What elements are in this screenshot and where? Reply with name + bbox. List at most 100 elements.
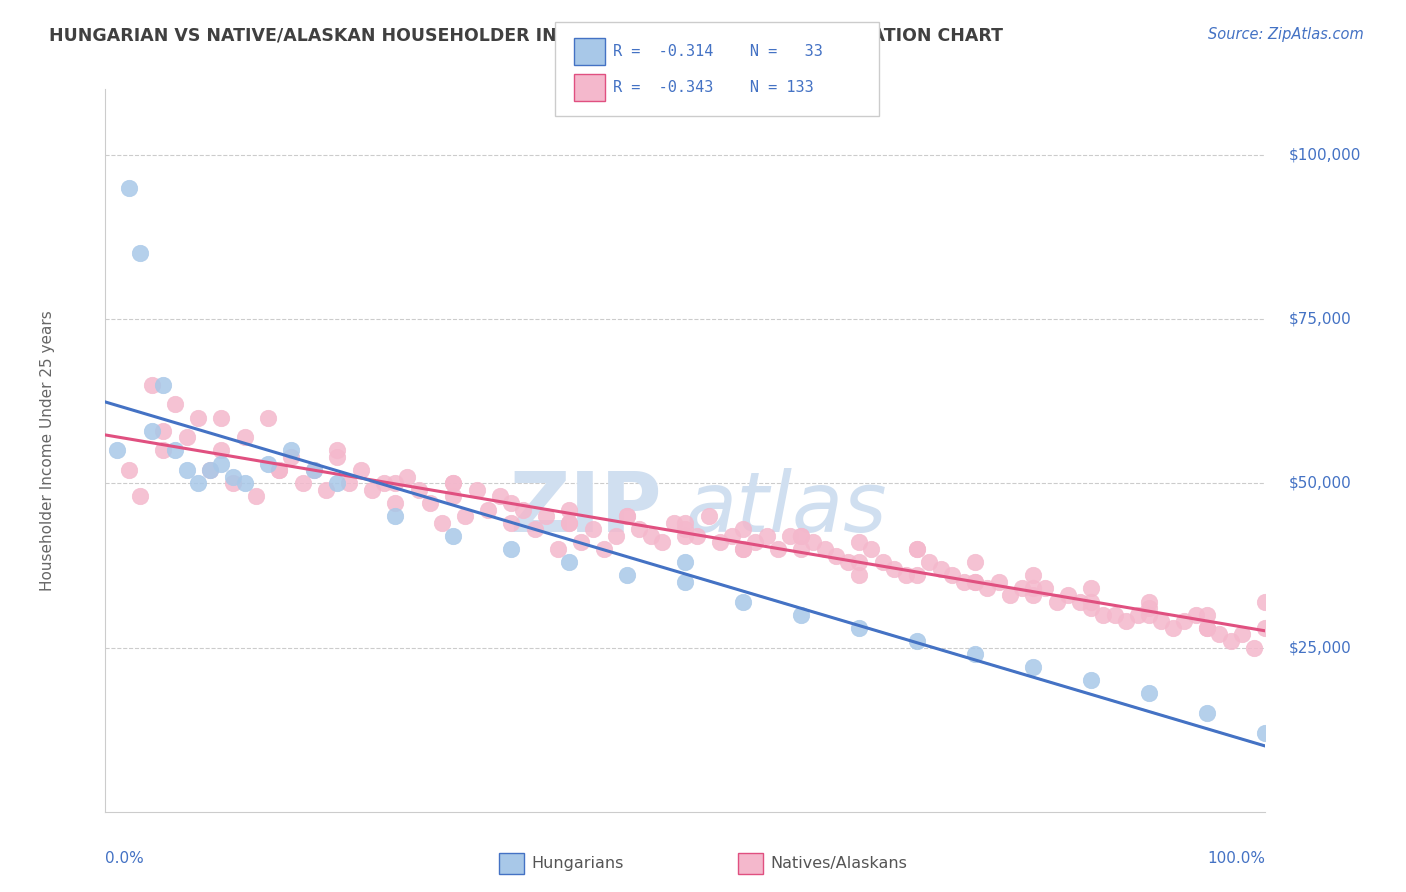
Point bbox=[396, 469, 419, 483]
Point bbox=[222, 469, 245, 483]
Point bbox=[883, 562, 905, 576]
Text: 0.0%: 0.0% bbox=[105, 852, 145, 866]
Point bbox=[558, 516, 581, 530]
Point bbox=[675, 529, 697, 543]
Text: Hungarians: Hungarians bbox=[531, 856, 624, 871]
Point bbox=[768, 541, 790, 556]
Point bbox=[361, 483, 384, 497]
Point bbox=[848, 555, 870, 569]
Point bbox=[326, 443, 349, 458]
Point bbox=[1197, 706, 1219, 721]
Point bbox=[547, 541, 569, 556]
Point bbox=[965, 555, 987, 569]
Text: $50,000: $50,000 bbox=[1289, 475, 1351, 491]
Point bbox=[129, 490, 152, 504]
Point bbox=[953, 574, 976, 589]
Point bbox=[245, 490, 267, 504]
Point bbox=[1232, 627, 1254, 641]
Point bbox=[534, 509, 557, 524]
Point bbox=[941, 568, 963, 582]
Point bbox=[384, 509, 406, 524]
Point bbox=[965, 647, 987, 661]
Point bbox=[1173, 614, 1195, 628]
Point bbox=[965, 574, 987, 589]
Point bbox=[686, 529, 709, 543]
Point bbox=[118, 463, 141, 477]
Point bbox=[675, 574, 697, 589]
Point bbox=[1022, 568, 1045, 582]
Point bbox=[141, 424, 163, 438]
Point bbox=[129, 246, 152, 260]
Point bbox=[1243, 640, 1265, 655]
Point bbox=[187, 476, 209, 491]
Point bbox=[1092, 607, 1115, 622]
Point bbox=[477, 502, 499, 516]
Point bbox=[709, 535, 731, 549]
Point bbox=[233, 476, 256, 491]
Point bbox=[593, 541, 616, 556]
Point bbox=[1046, 594, 1069, 608]
Point bbox=[1022, 582, 1045, 596]
Point bbox=[744, 535, 766, 549]
Text: 100.0%: 100.0% bbox=[1208, 852, 1265, 866]
Text: R =  -0.343    N = 133: R = -0.343 N = 133 bbox=[613, 80, 814, 95]
Point bbox=[558, 502, 581, 516]
Text: Natives/Alaskans: Natives/Alaskans bbox=[770, 856, 907, 871]
Point bbox=[326, 450, 349, 464]
Point bbox=[918, 555, 941, 569]
Point bbox=[1080, 582, 1102, 596]
Point bbox=[1022, 660, 1045, 674]
Point bbox=[733, 541, 755, 556]
Point bbox=[118, 180, 141, 194]
Text: Source: ZipAtlas.com: Source: ZipAtlas.com bbox=[1208, 27, 1364, 42]
Point bbox=[315, 483, 337, 497]
Point bbox=[860, 541, 883, 556]
Point bbox=[640, 529, 662, 543]
Point bbox=[1126, 607, 1149, 622]
Point bbox=[1150, 614, 1173, 628]
Point bbox=[907, 568, 929, 582]
Point bbox=[976, 582, 998, 596]
Point bbox=[198, 463, 221, 477]
Point bbox=[337, 476, 360, 491]
Point bbox=[1254, 621, 1277, 635]
Point bbox=[848, 535, 870, 549]
Point bbox=[152, 377, 174, 392]
Point bbox=[907, 541, 929, 556]
Point bbox=[697, 509, 720, 524]
Point bbox=[1139, 607, 1161, 622]
Point bbox=[1104, 607, 1126, 622]
Point bbox=[441, 476, 464, 491]
Point bbox=[605, 529, 627, 543]
Point bbox=[501, 516, 523, 530]
Point bbox=[651, 535, 673, 549]
Point bbox=[1080, 601, 1102, 615]
Point bbox=[280, 443, 302, 458]
Point bbox=[441, 529, 464, 543]
Point bbox=[1080, 594, 1102, 608]
Point bbox=[523, 522, 546, 536]
Point bbox=[211, 443, 233, 458]
Point bbox=[489, 490, 512, 504]
Point bbox=[1254, 726, 1277, 740]
Point bbox=[465, 483, 488, 497]
Point bbox=[176, 463, 198, 477]
Point bbox=[454, 509, 477, 524]
Point bbox=[211, 457, 233, 471]
Point bbox=[987, 574, 1010, 589]
Point bbox=[269, 463, 291, 477]
Point bbox=[907, 634, 929, 648]
Point bbox=[430, 516, 453, 530]
Point bbox=[558, 555, 581, 569]
Point bbox=[280, 450, 302, 464]
Point bbox=[1197, 621, 1219, 635]
Point bbox=[176, 430, 198, 444]
Point bbox=[616, 509, 638, 524]
Point bbox=[582, 522, 605, 536]
Point bbox=[872, 555, 894, 569]
Point bbox=[837, 555, 859, 569]
Point bbox=[384, 476, 406, 491]
Point bbox=[733, 522, 755, 536]
Point bbox=[801, 535, 824, 549]
Point bbox=[1197, 621, 1219, 635]
